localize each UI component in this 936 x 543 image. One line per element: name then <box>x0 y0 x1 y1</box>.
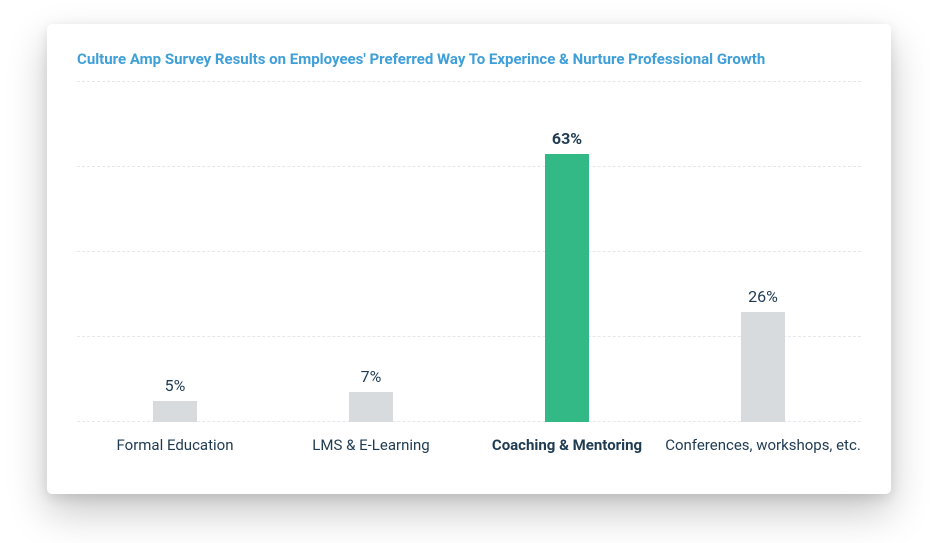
bar-column: 26% <box>665 287 861 423</box>
bar-value-label: 7% <box>361 367 382 386</box>
bar-column: 7% <box>273 367 469 422</box>
bar-column: 5% <box>77 376 273 422</box>
bar <box>349 392 393 422</box>
bar <box>153 401 197 422</box>
chart-bars: 5% 7% 63% 26% <box>77 82 861 422</box>
bar-value-label: 63% <box>552 129 582 148</box>
x-axis-label: Coaching & Mentoring <box>469 436 665 454</box>
bar <box>741 312 785 423</box>
bar <box>545 154 589 422</box>
chart-x-axis: Formal EducationLMS & E-LearningCoaching… <box>77 436 861 454</box>
bar-value-label: 26% <box>748 287 778 306</box>
chart-plot-area: 5% 7% 63% 26% <box>77 82 861 422</box>
bar-column: 63% <box>469 129 665 422</box>
chart-card: Culture Amp Survey Results on Employees'… <box>47 24 891 494</box>
chart-title: Culture Amp Survey Results on Employees'… <box>77 50 861 68</box>
bar-value-label: 5% <box>165 376 186 395</box>
x-axis-label: Formal Education <box>77 436 273 454</box>
x-axis-label: Conferences, workshops, etc. <box>665 436 861 454</box>
x-axis-label: LMS & E-Learning <box>273 436 469 454</box>
